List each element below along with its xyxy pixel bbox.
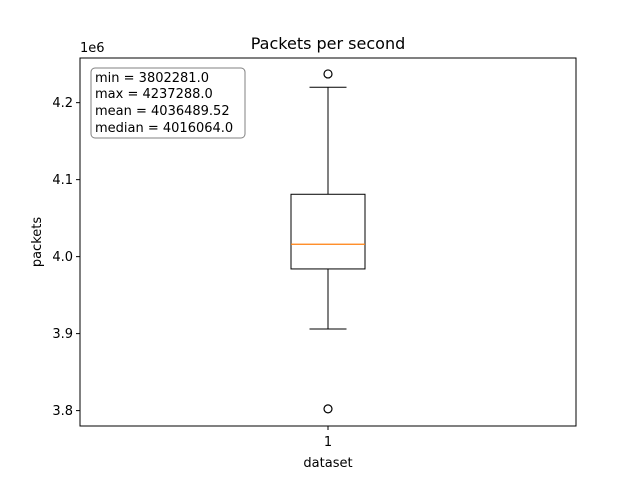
stats-mean: mean = 4036489.52 xyxy=(95,104,230,119)
stats-median: median = 4016064.0 xyxy=(95,121,233,136)
y-tick-label: 4.1 xyxy=(52,173,73,188)
outlier-point xyxy=(323,404,333,414)
y-tick-label: 4.0 xyxy=(52,250,73,265)
outlier-point xyxy=(323,69,333,79)
y-tick-label: 4.2 xyxy=(52,96,73,111)
x-tick-label: 1 xyxy=(324,435,332,450)
interquartile-box xyxy=(290,193,366,270)
chart-title: Packets per second xyxy=(251,34,406,53)
stats-min: min = 3802281.0 xyxy=(95,71,209,86)
y-axis-label: packets xyxy=(30,217,45,268)
y-axis-ticks: 3.8 3.9 4.0 4.1 4.2 xyxy=(52,96,80,419)
y-tick-label: 3.9 xyxy=(52,327,73,342)
stats-max: max = 4237288.0 xyxy=(95,87,213,102)
y-tick-label: 3.8 xyxy=(52,404,73,419)
stats-annotation-frame xyxy=(90,67,246,139)
y-axis-offset-label: 1e6 xyxy=(80,41,105,56)
x-axis-label: dataset xyxy=(303,456,352,471)
x-axis-ticks: 1 xyxy=(324,426,332,450)
box-plot-series xyxy=(290,69,366,414)
stats-annotation: min = 3802281.0 max = 4237288.0 mean = 4… xyxy=(90,67,246,139)
